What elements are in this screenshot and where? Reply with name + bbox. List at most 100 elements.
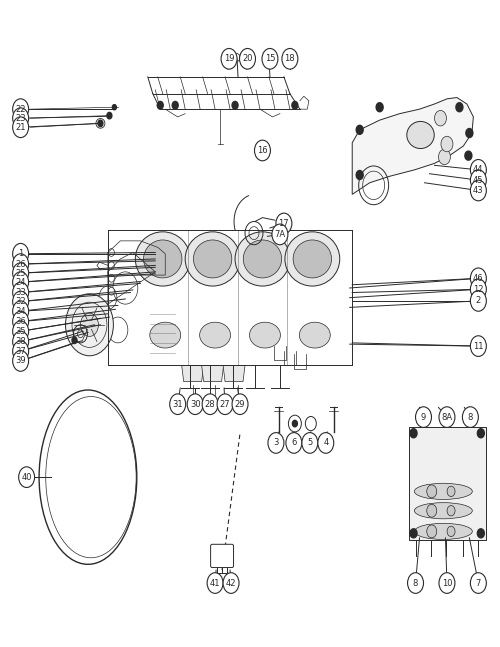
- Circle shape: [466, 129, 473, 138]
- Circle shape: [470, 268, 486, 289]
- Text: 7A: 7A: [274, 230, 285, 239]
- Circle shape: [434, 111, 446, 126]
- Circle shape: [72, 337, 77, 344]
- Text: 37: 37: [16, 347, 26, 356]
- Text: 45: 45: [473, 176, 484, 184]
- Circle shape: [470, 180, 486, 201]
- Ellipse shape: [244, 240, 282, 278]
- Circle shape: [470, 170, 486, 190]
- Circle shape: [292, 102, 298, 109]
- Text: 38: 38: [16, 337, 26, 346]
- Text: 30: 30: [190, 400, 200, 409]
- Circle shape: [292, 421, 298, 427]
- Circle shape: [12, 311, 28, 332]
- Circle shape: [232, 102, 238, 109]
- Circle shape: [427, 485, 436, 498]
- Text: 11: 11: [473, 342, 484, 351]
- Text: 17: 17: [278, 219, 289, 228]
- Circle shape: [318, 433, 334, 454]
- Text: 16: 16: [257, 146, 268, 155]
- Circle shape: [447, 486, 455, 496]
- Circle shape: [12, 291, 28, 312]
- Ellipse shape: [235, 232, 290, 286]
- Ellipse shape: [150, 322, 180, 348]
- Circle shape: [12, 99, 28, 120]
- Circle shape: [12, 351, 28, 371]
- FancyBboxPatch shape: [210, 544, 234, 567]
- Ellipse shape: [414, 523, 472, 540]
- Text: 20: 20: [242, 54, 253, 63]
- Circle shape: [170, 394, 186, 415]
- Polygon shape: [223, 366, 245, 382]
- Circle shape: [221, 49, 237, 69]
- Circle shape: [470, 336, 486, 356]
- Circle shape: [376, 103, 383, 112]
- Circle shape: [112, 105, 116, 110]
- Circle shape: [12, 301, 28, 322]
- Circle shape: [240, 49, 256, 69]
- Text: 34: 34: [16, 307, 26, 316]
- Circle shape: [158, 102, 163, 109]
- Circle shape: [172, 102, 178, 109]
- Circle shape: [282, 49, 298, 69]
- Circle shape: [470, 573, 486, 593]
- Circle shape: [447, 505, 455, 516]
- Ellipse shape: [250, 322, 280, 348]
- Circle shape: [108, 248, 114, 256]
- Circle shape: [478, 529, 484, 538]
- Text: 8: 8: [468, 413, 473, 422]
- Text: 40: 40: [22, 473, 32, 481]
- Circle shape: [465, 151, 472, 160]
- Circle shape: [470, 279, 486, 300]
- Text: 6: 6: [291, 439, 296, 448]
- Circle shape: [427, 504, 436, 517]
- Text: 24: 24: [16, 278, 26, 287]
- Circle shape: [456, 103, 463, 112]
- Circle shape: [108, 287, 114, 295]
- Circle shape: [12, 331, 28, 352]
- Circle shape: [478, 429, 484, 438]
- Circle shape: [12, 254, 28, 274]
- Ellipse shape: [414, 483, 472, 499]
- Circle shape: [80, 313, 98, 336]
- Circle shape: [276, 213, 292, 234]
- Circle shape: [441, 137, 453, 152]
- Circle shape: [408, 573, 424, 593]
- Text: 1: 1: [18, 249, 24, 258]
- Circle shape: [18, 467, 34, 487]
- Text: 28: 28: [205, 400, 216, 409]
- Text: 8A: 8A: [442, 413, 452, 422]
- Circle shape: [12, 321, 28, 342]
- Circle shape: [356, 126, 363, 135]
- Polygon shape: [408, 427, 486, 540]
- Circle shape: [439, 573, 455, 593]
- Circle shape: [470, 160, 486, 180]
- Polygon shape: [352, 98, 474, 194]
- Circle shape: [12, 272, 28, 292]
- Text: 35: 35: [16, 327, 26, 336]
- Circle shape: [410, 429, 417, 438]
- Circle shape: [356, 171, 363, 179]
- Ellipse shape: [185, 232, 240, 286]
- Text: 44: 44: [473, 166, 484, 174]
- Text: 32: 32: [16, 297, 26, 306]
- Circle shape: [272, 224, 288, 245]
- Text: 42: 42: [226, 578, 236, 587]
- Text: 19: 19: [224, 54, 234, 63]
- Text: 8: 8: [413, 578, 418, 587]
- Circle shape: [410, 529, 417, 538]
- Text: 27: 27: [220, 400, 230, 409]
- Circle shape: [207, 573, 223, 593]
- Circle shape: [12, 282, 28, 303]
- Circle shape: [268, 433, 284, 454]
- Ellipse shape: [136, 232, 190, 286]
- Circle shape: [447, 526, 455, 536]
- Text: 12: 12: [473, 285, 484, 294]
- Circle shape: [232, 394, 248, 415]
- Circle shape: [302, 433, 318, 454]
- Circle shape: [108, 261, 114, 269]
- Text: 36: 36: [16, 317, 26, 326]
- Circle shape: [262, 49, 278, 69]
- Circle shape: [108, 274, 114, 282]
- Text: 25: 25: [16, 269, 26, 278]
